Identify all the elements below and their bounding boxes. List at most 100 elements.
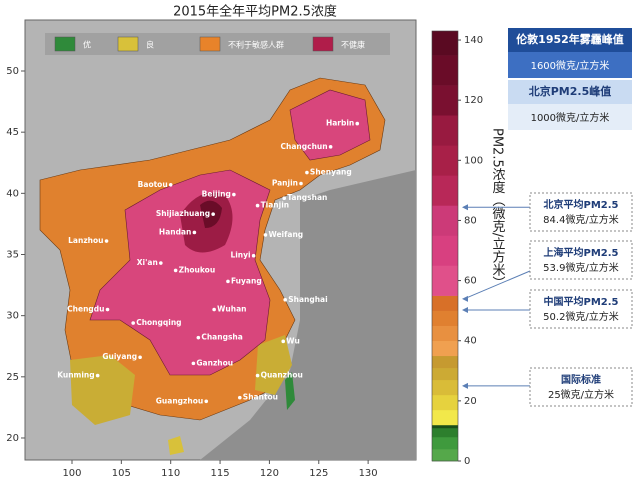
- y-tick-label: 20: [6, 433, 19, 444]
- marker-arrowhead: [462, 307, 468, 314]
- colorbar-tick-label: 20: [464, 396, 477, 407]
- city-label: Beijing: [202, 190, 231, 199]
- city-dot: [191, 361, 196, 366]
- colorbar-tick-label: 100: [464, 155, 483, 166]
- marker-box: [529, 367, 633, 407]
- city-label: Wu: [286, 336, 300, 345]
- sea: [200, 170, 416, 460]
- marker-arrow: [463, 270, 531, 300]
- legend-swatch: [54, 36, 76, 52]
- marker-box: [529, 289, 633, 329]
- colorbar-band: [432, 205, 458, 236]
- island: [168, 436, 184, 455]
- colorbar-band: [432, 55, 458, 86]
- legend-label: 不利于敏感人群: [228, 40, 284, 50]
- green-region: [285, 372, 295, 410]
- city-dot: [138, 355, 142, 360]
- legend-label: 良: [146, 40, 154, 50]
- y-tick-label: 50: [6, 66, 19, 77]
- colorbar-band: [432, 310, 458, 326]
- city-dot: [192, 230, 197, 235]
- x-tick-label: 105: [112, 468, 131, 479]
- marker-arrowhead: [462, 295, 468, 302]
- x-tick-label: 115: [211, 468, 230, 479]
- marker-text: 50.2微克/立方米: [543, 310, 619, 323]
- colorbar-band: [432, 85, 458, 116]
- city-label: Weifang: [268, 230, 303, 239]
- colorbar-band: [432, 427, 458, 438]
- city-dot: [263, 233, 268, 237]
- colorbar-tick-label: 40: [464, 336, 477, 347]
- colorbar-band: [432, 295, 458, 311]
- colorbar-band: [432, 265, 458, 296]
- x-tick-label: 120: [260, 468, 279, 479]
- x-tick-label: 125: [309, 468, 328, 479]
- marker-box: [529, 240, 633, 280]
- city-label: Chengdu: [67, 305, 104, 314]
- city-label: Harbin: [326, 119, 354, 128]
- marker-text: 84.4微克/立方米: [543, 213, 619, 226]
- marker-title: 北京平均PM2.5: [544, 198, 619, 211]
- colorbar-band: [432, 235, 458, 266]
- city-dot: [305, 170, 309, 175]
- city-dot: [282, 196, 287, 201]
- city-dot: [95, 373, 100, 378]
- x-tick-label: 100: [62, 468, 81, 479]
- city-label: Guiyang: [102, 352, 137, 361]
- colorbar-tick-label: 0: [464, 456, 470, 467]
- marker-text: 53.9微克/立方米: [543, 261, 619, 274]
- city-dot: [104, 239, 109, 243]
- colorbar-band: [432, 31, 458, 56]
- colorbar-tick-label: 140: [464, 35, 483, 46]
- y-tick-label: 45: [6, 127, 19, 138]
- note-text: 1600微克/立方米: [531, 59, 610, 72]
- city-label: Tangshan: [287, 193, 327, 202]
- colorbar-tick-label: 120: [464, 95, 483, 106]
- city-dot: [204, 399, 209, 404]
- city-label: Baotou: [138, 180, 168, 189]
- city-dot: [281, 339, 286, 344]
- y-tick-label: 40: [6, 188, 19, 199]
- note-body: [508, 104, 632, 130]
- colorbar-band: [432, 340, 458, 357]
- colorbar-tick-label: 80: [464, 215, 477, 226]
- colorbar-band: [432, 355, 458, 369]
- colorbar-band: [432, 145, 458, 176]
- city-dot: [212, 307, 216, 312]
- y-tick-label: 25: [6, 372, 19, 383]
- colorbar-tick-label: 60: [464, 276, 477, 287]
- colorbar-frame: [431, 30, 459, 462]
- title: 2015年全年平均PM2.5浓度: [173, 4, 337, 20]
- pink-region: [289, 89, 371, 161]
- legend-label: 优: [83, 40, 91, 50]
- city-label: Changchun: [281, 142, 328, 151]
- colorbar-label: PM2.5浓度（微克/立方米）: [490, 128, 506, 289]
- note-title: 北京PM2.5峰值: [529, 84, 612, 98]
- note-text: 1000微克/立方米: [531, 111, 610, 124]
- city-label: Shantou: [243, 393, 278, 402]
- city-label: Changsha: [201, 333, 242, 342]
- city-dot: [105, 307, 110, 312]
- yellow-region: [70, 355, 135, 425]
- city-label: Wuhan: [217, 305, 246, 314]
- city-dot: [226, 279, 230, 284]
- city-dot: [299, 181, 303, 186]
- note-header: [508, 80, 632, 104]
- city-label: Shanghai: [288, 295, 327, 304]
- city-dot: [131, 321, 135, 325]
- city-label: Panjin: [272, 179, 298, 188]
- city-dot: [159, 261, 163, 265]
- y-tick-label: 35: [6, 249, 19, 260]
- legend-swatch: [199, 36, 221, 52]
- city-dot: [196, 335, 201, 340]
- colorbar-band: [432, 367, 458, 381]
- colorbar-band: [432, 409, 458, 426]
- city-dot: [283, 297, 288, 302]
- city-label: Linyi: [230, 251, 250, 260]
- city-label: Zhoukou: [179, 265, 216, 274]
- city-dot: [255, 373, 260, 378]
- city-dot: [237, 395, 242, 400]
- note-body: [508, 52, 632, 78]
- city-label: Kunming: [57, 371, 94, 380]
